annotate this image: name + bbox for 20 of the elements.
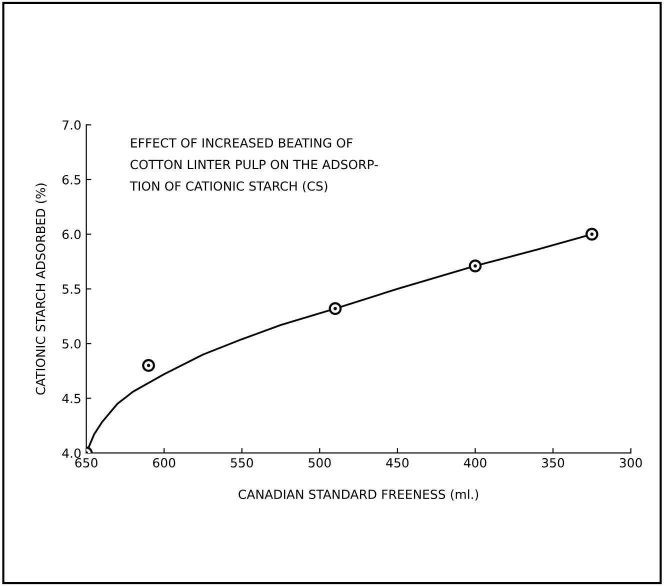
x-tick-label: 550 bbox=[230, 458, 253, 468]
x-tick-label: 350 bbox=[542, 458, 564, 468]
text: EFFECT OF INCREASED BEATING OF COTTON LINTER PULP ON THE ADSORP- TION OF CATIONIC STARCH (CS) bbox=[130, 138, 378, 192]
y-tick-label: 4.5 bbox=[62, 394, 80, 404]
x-tick-label: 650 bbox=[75, 458, 98, 468]
x-tick-label: 300 bbox=[620, 458, 642, 468]
x-tick-label: 500 bbox=[308, 458, 331, 468]
y-tick-label: 6.5 bbox=[62, 174, 80, 184]
point bbox=[142, 359, 155, 372]
x-tick-label: 400 bbox=[464, 458, 486, 468]
x-tick-label: 450 bbox=[386, 458, 409, 468]
y-tick-label: 4.0 bbox=[62, 448, 81, 458]
x-axis-title: CANADIAN STANDARD FREENESS (ml.) bbox=[238, 489, 478, 501]
x-tick-label: 600 bbox=[153, 458, 176, 468]
y-axis-title: CATIONIC STARCH ADSORBED (%) bbox=[36, 184, 47, 395]
y-tick-label: 5.5 bbox=[62, 284, 80, 294]
y-tick-label: 6.0 bbox=[62, 230, 81, 240]
y-tick-label: 7.0 bbox=[62, 120, 81, 130]
point bbox=[585, 228, 598, 241]
y-tick-label: 5.0 bbox=[62, 339, 81, 349]
